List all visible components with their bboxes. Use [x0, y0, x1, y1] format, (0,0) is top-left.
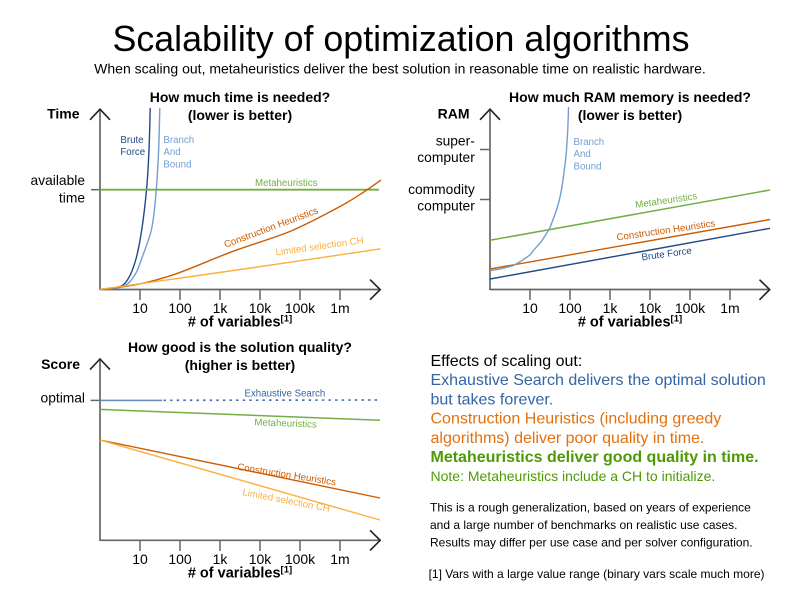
svg-text:Metaheuristics deliver good qu: Metaheuristics deliver good quality in t… [431, 449, 759, 466]
svg-text:but takes forever.: but takes forever. [431, 391, 554, 408]
svg-text:How much RAM memory is needed?: How much RAM memory is needed? [509, 89, 751, 105]
svg-text:And: And [163, 147, 180, 158]
svg-text:Metaheuristics: Metaheuristics [254, 417, 317, 430]
svg-text:100k: 100k [285, 300, 316, 316]
svg-text:How much time is needed?: How much time is needed? [150, 89, 330, 105]
svg-text:commodity: commodity [408, 182, 475, 197]
svg-text:Score: Score [41, 356, 80, 372]
svg-text:1k: 1k [603, 300, 619, 316]
svg-text:When scaling out, metaheuristi: When scaling out, metaheuristics deliver… [94, 61, 706, 77]
svg-text:1m: 1m [330, 300, 349, 316]
svg-text:How good is the solution quali: How good is the solution quality? [128, 339, 352, 355]
svg-text:Effects of scaling out:: Effects of scaling out: [431, 353, 583, 370]
svg-text:[1] Vars with a large value ra: [1] Vars with a large value range (binar… [429, 567, 765, 581]
svg-text:100: 100 [558, 300, 582, 316]
svg-text:Exhaustive Search: Exhaustive Search [245, 389, 326, 400]
svg-text:10k: 10k [249, 551, 273, 567]
svg-text:# of variables[1]: # of variables[1] [188, 314, 292, 331]
svg-text:Bound: Bound [574, 161, 602, 172]
svg-text:10: 10 [132, 300, 148, 316]
svg-text:100: 100 [168, 551, 192, 567]
svg-text:1k: 1k [213, 300, 229, 316]
svg-text:available: available [31, 173, 86, 188]
svg-text:(higher is better): (higher is better) [185, 357, 295, 373]
svg-text:10k: 10k [249, 300, 273, 316]
svg-text:And: And [574, 149, 591, 160]
svg-text:computer: computer [417, 198, 475, 213]
svg-text:100k: 100k [285, 551, 316, 567]
svg-text:(lower is better): (lower is better) [578, 107, 682, 123]
svg-text:Note: Metaheuristics include a: Note: Metaheuristics include a CH to ini… [431, 468, 716, 484]
svg-text:100k: 100k [675, 300, 706, 316]
svg-text:Metaheuristics: Metaheuristics [255, 178, 318, 189]
svg-text:RAM: RAM [438, 105, 470, 121]
svg-text:Time: Time [47, 105, 80, 121]
svg-text:10k: 10k [639, 300, 663, 316]
svg-text:Brute: Brute [120, 135, 143, 146]
svg-text:# of variables[1]: # of variables[1] [188, 565, 292, 582]
svg-text:100: 100 [168, 300, 192, 316]
svg-text:1m: 1m [330, 551, 349, 567]
svg-text:computer: computer [417, 150, 475, 165]
svg-text:Results may differ per use cas: Results may differ per use case and per … [430, 535, 753, 549]
svg-text:# of variables[1]: # of variables[1] [578, 314, 682, 331]
svg-text:Scalability of optimization al: Scalability of optimization algorithms [113, 19, 690, 59]
svg-text:time: time [59, 191, 85, 206]
svg-text:This is a rough generalization: This is a rough generalization, based on… [430, 500, 751, 514]
svg-text:Branch: Branch [163, 135, 194, 146]
svg-text:10: 10 [522, 300, 538, 316]
svg-text:1m: 1m [720, 300, 739, 316]
svg-text:10: 10 [132, 551, 148, 567]
svg-text:Exhaustive Search delivers the: Exhaustive Search delivers the optimal s… [431, 372, 766, 389]
svg-text:super-: super- [436, 134, 475, 149]
svg-text:Bound: Bound [163, 159, 191, 170]
svg-text:Construction Heuristics (inclu: Construction Heuristics (including greed… [431, 411, 722, 428]
svg-text:and a large number of benchmar: and a large number of benchmarks on real… [430, 518, 738, 532]
svg-text:(lower is better): (lower is better) [188, 107, 292, 123]
svg-text:algorithms) deliver poor quali: algorithms) deliver poor quality in time… [431, 430, 705, 447]
svg-text:optimal: optimal [41, 391, 85, 406]
svg-text:Branch: Branch [574, 137, 605, 148]
svg-text:Force: Force [120, 147, 145, 158]
svg-text:1k: 1k [213, 551, 229, 567]
